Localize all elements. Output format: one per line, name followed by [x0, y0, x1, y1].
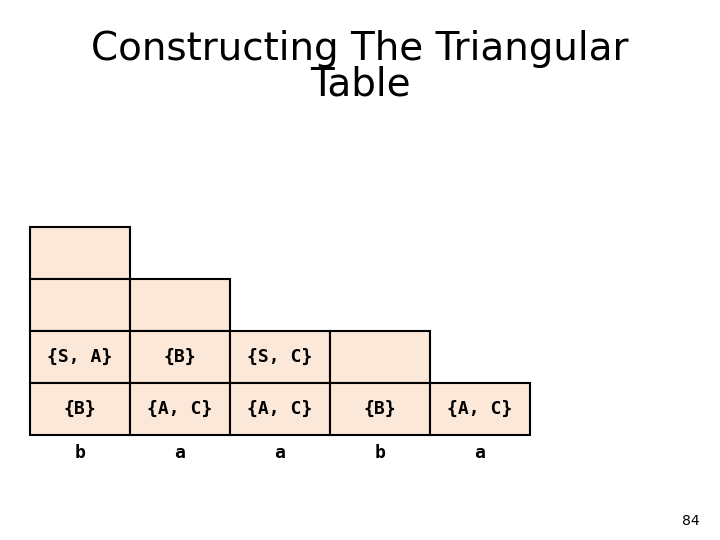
Text: Constructing The Triangular: Constructing The Triangular [91, 30, 629, 68]
Bar [230, 383, 330, 435]
Text: a: a [174, 444, 186, 462]
Bar [330, 383, 430, 435]
Bar [30, 331, 130, 383]
Text: Table: Table [310, 66, 410, 104]
Bar [430, 383, 530, 435]
Text: {S, C}: {S, C} [248, 348, 312, 366]
Text: {A, C}: {A, C} [447, 400, 513, 418]
Bar [30, 227, 130, 279]
Bar [330, 331, 430, 383]
Text: 84: 84 [683, 514, 700, 528]
Text: {B}: {B} [163, 348, 197, 366]
Bar [230, 331, 330, 383]
Text: {A, C}: {A, C} [148, 400, 212, 418]
Text: b: b [75, 444, 86, 462]
Text: {S, A}: {S, A} [48, 348, 112, 366]
Bar [30, 383, 130, 435]
Text: {A, C}: {A, C} [248, 400, 312, 418]
Text: {B}: {B} [364, 400, 396, 418]
Text: {B}: {B} [63, 400, 96, 418]
Text: a: a [474, 444, 485, 462]
Bar [130, 383, 230, 435]
Bar [30, 279, 130, 331]
Bar [130, 279, 230, 331]
Text: b: b [374, 444, 385, 462]
Bar [130, 331, 230, 383]
Text: a: a [274, 444, 285, 462]
